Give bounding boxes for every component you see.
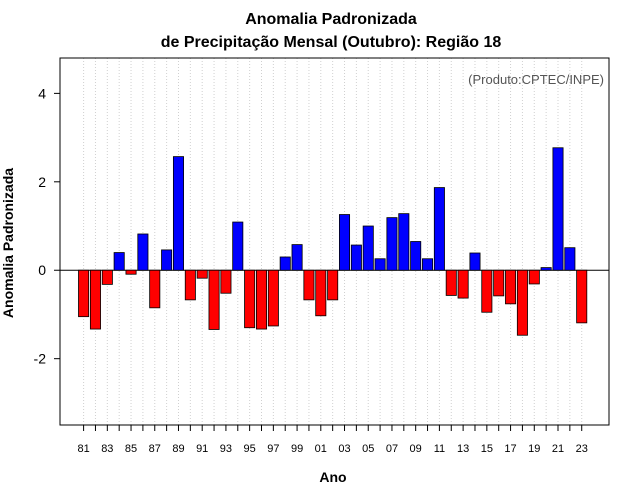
- bar-07: [386, 217, 398, 271]
- y-axis-label: Anomalia Padronizada: [0, 168, 16, 318]
- y-tick-label: 2: [38, 174, 46, 190]
- chart-title-line2: de Precipitação Mensal (Outubro): Região…: [161, 34, 502, 51]
- bar-08: [398, 213, 410, 271]
- bar-22: [564, 247, 576, 271]
- bar-84: [113, 252, 125, 271]
- bar-00: [303, 269, 315, 301]
- y-tick-label: -2: [34, 351, 47, 367]
- bar-92: [208, 269, 220, 330]
- bar-85: [125, 269, 137, 275]
- plot-frame: [59, 57, 610, 426]
- bar-89: [172, 156, 184, 271]
- bar-99: [291, 244, 303, 271]
- bar-88: [161, 249, 173, 271]
- x-tick-label: 95: [244, 443, 256, 455]
- bar-16: [493, 269, 505, 297]
- x-tick-label: 91: [196, 443, 208, 455]
- x-axis-label: Ano: [319, 469, 346, 485]
- x-tick-label: 21: [552, 443, 564, 455]
- x-tick-label: 19: [528, 443, 540, 455]
- bar-05: [362, 225, 374, 271]
- x-tick-label: 13: [457, 443, 469, 455]
- x-tick-label: 03: [338, 443, 350, 455]
- bar-86: [137, 233, 149, 271]
- vertical-gridlines: [83, 58, 583, 425]
- x-tick-label: 17: [504, 443, 516, 455]
- bar-10: [422, 258, 434, 271]
- bar-94: [232, 221, 244, 271]
- x-tick-label: 23: [576, 443, 588, 455]
- x-tick-label: 11: [434, 443, 445, 455]
- x-tick-label: 09: [410, 443, 422, 455]
- bar-83: [101, 269, 113, 285]
- bar-93: [220, 269, 232, 294]
- bar-97: [267, 269, 279, 327]
- x-tick-label: 97: [267, 443, 279, 455]
- y-tick-label: 0: [38, 262, 46, 278]
- x-tick-label: 85: [125, 443, 137, 455]
- bar-17: [505, 269, 517, 305]
- bar-95: [244, 269, 256, 329]
- chart-title-line1: Anomalia Padronizada: [245, 11, 417, 28]
- bar-13: [457, 269, 469, 299]
- bar-96: [255, 269, 267, 330]
- x-tick-label: 83: [101, 443, 113, 455]
- x-tick-label: 93: [220, 443, 232, 455]
- bar-06: [374, 258, 386, 271]
- bar-01: [315, 269, 327, 317]
- bar-98: [279, 256, 291, 271]
- bar-19: [528, 269, 540, 285]
- y-axis: -2 0 2 4: [34, 85, 60, 367]
- bar-18: [516, 269, 528, 336]
- bar-20: [540, 267, 552, 271]
- bar-90: [184, 269, 196, 301]
- bars-group: [78, 147, 588, 336]
- x-tick-label: 07: [386, 443, 398, 455]
- bar-21: [552, 147, 564, 271]
- bar-81: [78, 269, 90, 318]
- x-tick-label: 89: [172, 443, 184, 455]
- y-tick-label: 4: [38, 85, 46, 101]
- bar-14: [469, 252, 481, 271]
- bar-09: [410, 241, 422, 271]
- bar-23: [576, 269, 588, 324]
- bar-15: [481, 269, 493, 313]
- bar-87: [149, 269, 161, 309]
- bar-91: [196, 269, 208, 279]
- x-tick-label: 01: [315, 443, 327, 455]
- x-tick-label: 99: [291, 443, 303, 455]
- bar-12: [445, 269, 457, 296]
- bar-11: [433, 187, 445, 271]
- x-axis: 81 83 85 87 89 91 93 95 97 99 01 03 05 07 09 11 13 15 17 19…: [77, 425, 588, 455]
- bar-02: [327, 269, 339, 301]
- x-tick-label: 05: [362, 443, 374, 455]
- bar-03: [339, 214, 351, 271]
- x-tick-label: 87: [149, 443, 161, 455]
- bar-82: [89, 269, 101, 330]
- x-tick-label: 81: [77, 443, 89, 455]
- bar-04: [350, 244, 362, 271]
- x-tick-label: 15: [481, 443, 493, 455]
- credit-text: (Produto:CPTEC/INPE): [468, 72, 604, 87]
